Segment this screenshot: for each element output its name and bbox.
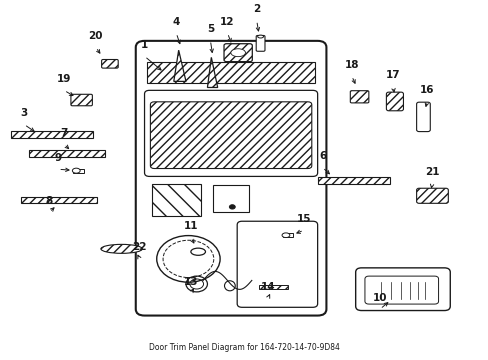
- Text: 14: 14: [260, 282, 275, 292]
- Bar: [282, 233, 293, 237]
- Ellipse shape: [224, 281, 235, 291]
- Text: 20: 20: [88, 31, 103, 41]
- FancyBboxPatch shape: [416, 188, 447, 203]
- Bar: [21, 197, 97, 203]
- Ellipse shape: [190, 248, 205, 255]
- Bar: [29, 150, 104, 157]
- Text: 3: 3: [20, 108, 28, 118]
- FancyBboxPatch shape: [256, 36, 264, 51]
- Ellipse shape: [257, 35, 263, 38]
- Text: 6: 6: [318, 151, 325, 161]
- Polygon shape: [173, 50, 185, 81]
- Bar: [317, 177, 389, 184]
- Bar: [152, 184, 200, 216]
- Bar: [259, 285, 288, 289]
- Bar: [152, 184, 200, 216]
- Text: 2: 2: [253, 4, 260, 14]
- FancyBboxPatch shape: [364, 276, 438, 304]
- FancyBboxPatch shape: [224, 44, 252, 62]
- Text: 9: 9: [55, 153, 61, 163]
- Text: 18: 18: [344, 59, 358, 69]
- Text: 8: 8: [46, 196, 53, 206]
- FancyBboxPatch shape: [136, 41, 326, 316]
- Text: 17: 17: [385, 70, 400, 80]
- Text: 13: 13: [183, 276, 198, 287]
- Text: 19: 19: [57, 74, 71, 84]
- FancyBboxPatch shape: [144, 90, 317, 176]
- Bar: [73, 168, 83, 173]
- Text: 7: 7: [61, 128, 68, 138]
- Text: 10: 10: [372, 293, 386, 303]
- FancyBboxPatch shape: [71, 94, 92, 106]
- Bar: [11, 131, 93, 138]
- Text: 1: 1: [141, 40, 148, 50]
- FancyBboxPatch shape: [386, 92, 403, 111]
- Text: 12: 12: [220, 17, 234, 27]
- Ellipse shape: [230, 49, 245, 57]
- Text: 15: 15: [296, 214, 310, 224]
- Bar: [259, 285, 288, 289]
- Text: 5: 5: [206, 24, 214, 34]
- Ellipse shape: [101, 244, 142, 253]
- Ellipse shape: [282, 233, 289, 238]
- Polygon shape: [207, 57, 217, 87]
- Circle shape: [229, 205, 235, 209]
- FancyBboxPatch shape: [102, 59, 118, 68]
- Bar: [147, 62, 315, 83]
- Bar: [317, 177, 389, 184]
- FancyBboxPatch shape: [416, 102, 429, 132]
- Bar: [11, 131, 93, 138]
- Bar: [212, 185, 249, 212]
- Text: 4: 4: [172, 17, 180, 27]
- Text: 22: 22: [132, 242, 146, 252]
- Text: 21: 21: [424, 167, 439, 177]
- Bar: [29, 150, 104, 157]
- Bar: [147, 62, 315, 83]
- Circle shape: [157, 235, 220, 282]
- FancyBboxPatch shape: [150, 102, 311, 168]
- FancyBboxPatch shape: [355, 268, 449, 311]
- Text: Door Trim Panel Diagram for 164-720-14-70-9D84: Door Trim Panel Diagram for 164-720-14-7…: [149, 343, 339, 352]
- Bar: [21, 197, 97, 203]
- Text: 11: 11: [183, 221, 198, 231]
- Text: 16: 16: [419, 85, 434, 95]
- Ellipse shape: [72, 168, 80, 173]
- FancyBboxPatch shape: [237, 221, 317, 307]
- FancyBboxPatch shape: [349, 91, 368, 103]
